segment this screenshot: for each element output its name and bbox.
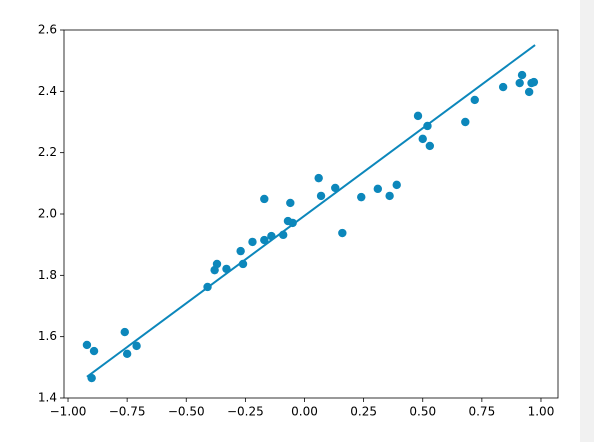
y-tick-label: 1.8: [38, 268, 57, 282]
point: [357, 192, 366, 202]
point: [89, 346, 99, 356]
point: [524, 87, 534, 97]
fit-line: [86, 44, 536, 378]
y-tick-label: 2.4: [38, 84, 57, 98]
point: [248, 237, 257, 247]
x-tick-label: −0.50: [168, 405, 205, 419]
point: [517, 70, 527, 80]
point: [314, 173, 323, 183]
point: [212, 259, 222, 269]
point: [120, 327, 129, 337]
point: [316, 191, 326, 201]
point: [260, 194, 269, 204]
point: [338, 228, 347, 238]
y-tick-label: 2.0: [38, 207, 57, 221]
y-tick-label: 1.4: [38, 391, 57, 405]
point: [470, 95, 479, 105]
point: [331, 183, 340, 193]
x-tick-label: 0.25: [350, 405, 377, 419]
point: [236, 246, 245, 256]
point: [461, 117, 470, 127]
x-tick-label: 0.50: [409, 405, 436, 419]
point: [529, 77, 539, 87]
x-tick-label: −1.00: [50, 405, 87, 419]
point: [425, 141, 435, 151]
point: [122, 349, 132, 359]
point: [82, 340, 92, 350]
x-tick-label: 1.00: [528, 405, 555, 419]
x-tick-label: −0.75: [109, 405, 146, 419]
point: [413, 111, 423, 121]
point: [373, 184, 383, 194]
x-tick-label: 0.00: [291, 405, 318, 419]
point: [418, 134, 427, 144]
point: [286, 198, 295, 208]
x-tick-label: −0.25: [227, 405, 264, 419]
y-tick-label: 1.6: [38, 329, 57, 343]
point: [260, 235, 269, 245]
point: [515, 78, 524, 88]
point: [132, 341, 141, 351]
y-tick-label: 2.2: [38, 145, 57, 159]
point: [385, 191, 394, 201]
point: [392, 180, 401, 190]
x-tick-label: 0.75: [468, 405, 495, 419]
y-tick-label: 2.6: [38, 23, 57, 37]
scrollbar: [580, 0, 594, 442]
point: [498, 82, 508, 92]
